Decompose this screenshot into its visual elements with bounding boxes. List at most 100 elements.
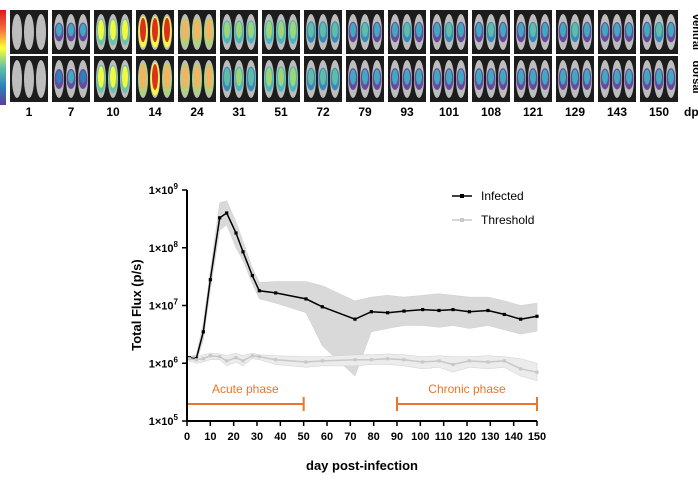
signal-heatmap-core: [278, 67, 284, 87]
signal-heatmap-core: [206, 18, 212, 42]
y-tick-label: 1×108: [149, 240, 179, 255]
colorbar: [0, 10, 6, 105]
data-point-infected: [353, 317, 357, 321]
signal-heatmap-core: [656, 69, 662, 85]
signal-heatmap-core: [122, 19, 128, 41]
dpi-label: 7: [68, 105, 75, 119]
data-point-threshold: [519, 367, 523, 371]
signal-heatmap-core: [602, 69, 608, 85]
signal-heatmap-core: [416, 22, 422, 38]
signal-heatmap-core: [458, 22, 464, 38]
signal-heatmap-core: [56, 23, 62, 37]
dpi-label: 10: [106, 105, 120, 119]
dpi-label: 79: [358, 105, 372, 119]
signal-heatmap-core: [668, 22, 674, 38]
signal-heatmap-core: [80, 23, 86, 37]
dpi-label: 51: [274, 105, 288, 119]
signal-heatmap-core: [542, 22, 548, 38]
mouse-silhouette: [24, 60, 34, 98]
signal-heatmap-core: [98, 19, 104, 41]
signal-heatmap-core: [308, 68, 314, 86]
signal-heatmap-core: [182, 64, 188, 90]
x-axis-ticks: 0 10 20 30 40 50 60 70 80 90 100 110 120 130 140 150: [184, 421, 546, 443]
x-tick-label: 130: [481, 431, 499, 443]
signal-heatmap-core: [542, 69, 548, 85]
data-point-threshold: [201, 357, 205, 361]
dpi-label: 31: [232, 105, 246, 119]
data-point-infected: [241, 250, 245, 254]
data-point-threshold: [421, 360, 425, 364]
x-tick-label: 90: [391, 431, 403, 443]
x-tick-label: 120: [458, 431, 476, 443]
signal-heatmap-core: [278, 21, 284, 39]
legend-marker-infected: [460, 194, 464, 198]
dpi-label: 72: [316, 105, 330, 119]
signal-heatmap-core: [98, 66, 104, 88]
signal-heatmap-core: [332, 22, 338, 38]
signal-heatmap-core: [56, 70, 62, 84]
dpi-label: 101: [439, 105, 459, 119]
signal-heatmap-core: [320, 22, 326, 38]
x-tick-label: 140: [504, 431, 522, 443]
data-point-threshold: [225, 359, 229, 363]
signal-heatmap-core: [248, 68, 254, 86]
ci-band-infected: [189, 200, 538, 377]
signal-heatmap-core: [164, 63, 170, 91]
imaging-strip: 1 7 10 14 24 31 51 72 79 93 101 108 121 129 143 150 dpi…: [0, 10, 698, 119]
dpi-unit-label: dpi: [684, 105, 698, 119]
signal-heatmap-core: [194, 64, 200, 90]
data-point-infected: [519, 317, 523, 321]
signal-heatmap-core: [140, 63, 146, 91]
ci-bands: [189, 200, 538, 381]
signal-heatmap-core: [68, 70, 74, 84]
dpi-label: 143: [607, 105, 627, 119]
mouse-silhouette: [36, 60, 46, 98]
data-point-threshold: [402, 358, 406, 362]
signal-heatmap-core: [416, 69, 422, 85]
data-point-infected: [250, 273, 254, 278]
signal-heatmap-core: [602, 23, 608, 37]
imaging-panels: [10, 10, 678, 102]
signal-heatmap-core: [68, 23, 74, 37]
data-point-threshold: [250, 354, 254, 358]
signal-heatmap-core: [320, 68, 326, 86]
x-tick-label: 50: [298, 431, 310, 443]
signal-heatmap-core: [584, 69, 590, 85]
data-point-threshold: [274, 358, 278, 362]
y-axis-label: Total Flux (p/s): [129, 259, 144, 350]
data-point-infected: [437, 308, 441, 313]
signal-heatmap-core: [488, 69, 494, 85]
signal-heatmap-core: [446, 22, 452, 38]
y-tick-label: 1×106: [149, 355, 179, 370]
dpi-label: 108: [481, 105, 501, 119]
data-point-infected: [502, 312, 506, 317]
signal-heatmap-core: [500, 69, 506, 85]
x-tick-label: 100: [411, 431, 429, 443]
dpi-label: 129: [565, 105, 585, 119]
data-point-threshold: [386, 357, 390, 361]
data-point-threshold: [353, 358, 357, 362]
signal-heatmap-core: [350, 69, 356, 85]
signal-heatmap-core: [560, 22, 566, 38]
signal-heatmap-core: [572, 69, 578, 85]
signal-heatmap-core: [614, 23, 620, 37]
data-point-infected: [208, 278, 212, 282]
y-tick-label: 1×105: [149, 413, 179, 428]
data-point-infected: [304, 297, 308, 301]
signal-heatmap-core: [518, 22, 524, 38]
data-point-infected: [467, 310, 471, 314]
signal-heatmap-core: [182, 18, 188, 42]
signal-heatmap-core: [248, 21, 254, 39]
signal-heatmap-core: [164, 17, 170, 43]
mouse-silhouette: [24, 14, 34, 50]
data-point-threshold: [257, 355, 261, 359]
mouse-silhouette: [36, 14, 46, 50]
data-point-threshold: [320, 359, 324, 363]
signal-heatmap-core: [140, 17, 146, 43]
dpi-label: 93: [400, 105, 414, 119]
x-tick-label: 110: [435, 431, 453, 443]
signal-heatmap-core: [404, 22, 410, 38]
dpi-label: 14: [148, 105, 162, 119]
signal-heatmap-core: [656, 22, 662, 38]
signal-heatmap-core: [362, 69, 368, 85]
